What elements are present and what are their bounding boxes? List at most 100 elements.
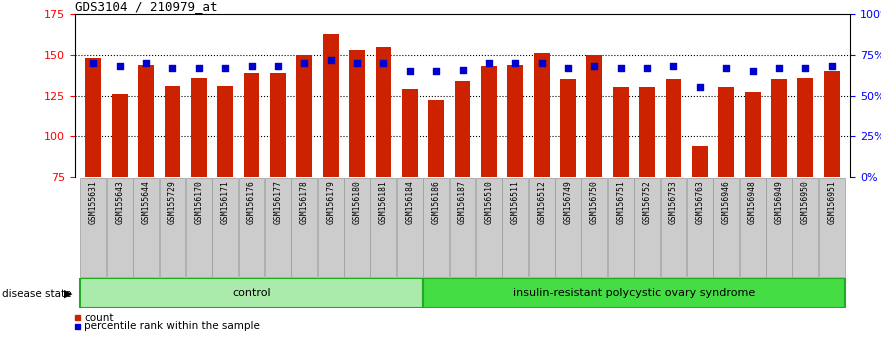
FancyBboxPatch shape [449,178,476,277]
Text: GSM156949: GSM156949 [774,180,783,224]
FancyBboxPatch shape [661,178,686,277]
Bar [665,79,681,177]
Bar [744,92,760,177]
FancyBboxPatch shape [133,178,159,277]
FancyBboxPatch shape [476,178,502,277]
Text: GSM156510: GSM156510 [485,180,493,224]
Point [245,63,259,69]
Text: GSM156512: GSM156512 [537,180,546,224]
Text: GSM156176: GSM156176 [247,180,256,224]
FancyBboxPatch shape [107,178,133,277]
Point [429,68,443,74]
Text: GSM156179: GSM156179 [326,180,335,224]
FancyBboxPatch shape [714,178,739,277]
Point [113,63,127,69]
Bar [375,47,391,177]
Bar [244,73,260,177]
FancyBboxPatch shape [318,178,344,277]
Text: GSM156753: GSM156753 [669,180,678,224]
Bar [296,55,312,177]
FancyBboxPatch shape [159,178,185,277]
Point [455,67,470,72]
Point [666,63,680,69]
Bar [718,87,734,177]
Point [614,65,628,71]
Point [166,65,180,71]
Text: GSM156180: GSM156180 [352,180,361,224]
FancyBboxPatch shape [608,178,633,277]
Point [508,60,522,66]
Point [798,65,812,71]
FancyBboxPatch shape [80,178,107,277]
Bar [797,78,813,177]
Point [350,60,364,66]
Bar [640,87,655,177]
Text: GSM156951: GSM156951 [827,180,836,224]
FancyBboxPatch shape [502,178,529,277]
Bar [428,101,444,177]
FancyBboxPatch shape [687,178,713,277]
Text: percentile rank within the sample: percentile rank within the sample [85,321,260,331]
Text: control: control [233,288,270,298]
Bar [481,66,497,177]
Point [561,65,575,71]
Text: count: count [85,313,114,322]
Text: GSM155729: GSM155729 [168,180,177,224]
Text: GSM156171: GSM156171 [221,180,230,224]
Bar [560,79,576,177]
Bar [771,79,787,177]
Bar [507,65,523,177]
Point [640,65,655,71]
FancyBboxPatch shape [740,178,766,277]
Bar [613,87,629,177]
Text: GSM156946: GSM156946 [722,180,730,224]
Text: GSM156749: GSM156749 [564,180,573,224]
FancyBboxPatch shape [529,178,554,277]
FancyBboxPatch shape [396,178,423,277]
Text: GSM156184: GSM156184 [405,180,414,224]
Point [719,65,733,71]
FancyBboxPatch shape [265,178,291,277]
FancyBboxPatch shape [818,178,845,277]
Bar [270,73,285,177]
Point [270,63,285,69]
Bar [587,55,603,177]
Point [482,60,496,66]
Point [86,60,100,66]
Point [745,68,759,74]
Text: GSM155631: GSM155631 [89,180,98,224]
Text: GSM156511: GSM156511 [511,180,520,224]
Point [192,65,206,71]
Point [376,60,390,66]
Text: disease state: disease state [2,289,71,299]
Text: GSM155644: GSM155644 [142,180,151,224]
Text: ▶: ▶ [64,289,73,299]
FancyBboxPatch shape [792,178,818,277]
Bar [824,71,840,177]
Point [588,63,602,69]
Point [772,65,786,71]
Text: GSM156178: GSM156178 [300,180,309,224]
Bar [218,86,233,177]
Text: GSM156177: GSM156177 [273,180,283,224]
FancyBboxPatch shape [344,178,370,277]
FancyBboxPatch shape [555,178,581,277]
Point [297,60,311,66]
Point [323,57,337,63]
Text: GSM156170: GSM156170 [195,180,204,224]
Bar [534,53,550,177]
Point [403,68,417,74]
Point [535,60,549,66]
Text: GDS3104 / 210979_at: GDS3104 / 210979_at [75,0,218,13]
Bar [112,94,128,177]
Bar [191,78,207,177]
Text: GSM156750: GSM156750 [590,180,599,224]
Bar [85,58,101,177]
Text: GSM155643: GSM155643 [115,180,124,224]
Text: insulin-resistant polycystic ovary syndrome: insulin-resistant polycystic ovary syndr… [513,288,755,298]
Text: GSM156181: GSM156181 [379,180,388,224]
Bar [138,65,154,177]
Bar [692,146,707,177]
Point [218,65,233,71]
FancyBboxPatch shape [80,278,423,308]
